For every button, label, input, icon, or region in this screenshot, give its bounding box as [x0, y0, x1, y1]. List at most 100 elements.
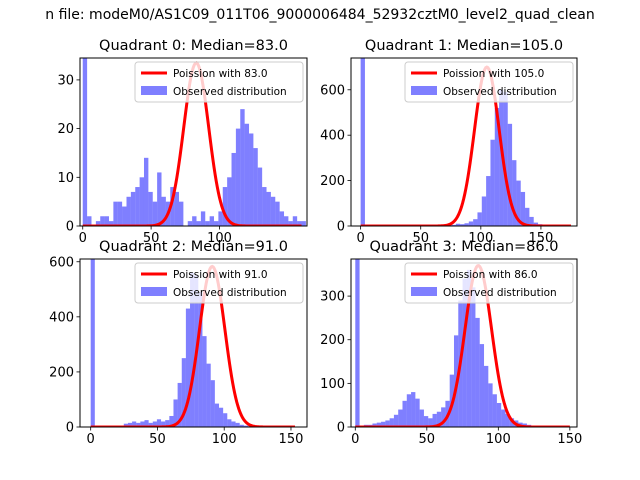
- histogram-bar: [398, 409, 403, 427]
- y-tick-label: 100: [320, 377, 345, 392]
- histogram-bar: [481, 196, 487, 226]
- histogram-bar: [355, 259, 360, 427]
- histogram-bar: [152, 421, 157, 427]
- x-tick-label: 50: [419, 432, 436, 447]
- y-tick-label: 200: [320, 333, 345, 348]
- histogram-bar: [214, 403, 220, 427]
- x-tick-label: 50: [143, 231, 160, 246]
- histogram-bar: [185, 308, 191, 427]
- histogram-bar: [257, 167, 263, 226]
- histogram-bar: [222, 187, 228, 226]
- histogram-bar: [143, 157, 149, 226]
- histogram-bar: [90, 259, 95, 427]
- histogram-bar: [223, 413, 228, 427]
- legend-hist-swatch: [141, 86, 167, 95]
- histogram-bar: [471, 287, 476, 427]
- histogram-bar: [148, 422, 153, 427]
- histogram-bar: [140, 421, 145, 427]
- x-tick-label: 100: [468, 231, 493, 246]
- legend-box-3: [404, 262, 574, 304]
- histogram-bar: [165, 420, 170, 427]
- histogram-bar: [205, 221, 210, 226]
- histogram-bar: [516, 180, 521, 226]
- x-tick-label: 100: [212, 432, 237, 447]
- histogram-bar: [181, 358, 186, 427]
- histogram-bar: [503, 92, 508, 226]
- histogram-bar: [279, 211, 285, 226]
- histogram-bar: [249, 133, 254, 226]
- y-tick-label: 0: [337, 421, 345, 436]
- histogram-bar: [187, 221, 193, 226]
- histogram-bar: [432, 413, 437, 427]
- histogram-bar: [156, 419, 162, 427]
- y-tick-label: 400: [49, 310, 74, 325]
- histogram-bar: [139, 177, 144, 226]
- histogram-bar: [411, 392, 416, 427]
- axes-frame-2: [79, 258, 308, 428]
- legend-hist-label: Observed distribution: [173, 86, 287, 98]
- legend-hist-label: Observed distribution: [443, 86, 557, 98]
- histogram-bar: [423, 416, 429, 427]
- histogram-bar: [209, 216, 215, 226]
- histogram-bar: [227, 177, 232, 226]
- histogram-bar: [460, 224, 465, 226]
- histogram-bar: [244, 123, 250, 226]
- histogram-bar: [157, 172, 162, 226]
- histogram-bar: [490, 139, 495, 226]
- histogram-bar: [227, 419, 232, 427]
- y-tick-label: 10: [57, 171, 74, 186]
- histogram-bar: [270, 196, 276, 226]
- histogram-bar: [402, 400, 407, 427]
- histogram-bar: [301, 221, 306, 226]
- histogram-bar: [441, 407, 446, 427]
- histogram-bar: [148, 191, 153, 226]
- y-tick-label: 0: [337, 220, 345, 235]
- histogram-bar: [360, 58, 365, 226]
- histogram-0: [82, 58, 306, 226]
- x-tick-label: 0: [356, 231, 364, 246]
- histogram-bar: [451, 224, 456, 226]
- histogram-bar: [235, 422, 240, 427]
- y-tick-label: 400: [320, 129, 345, 144]
- histogram-bar: [214, 221, 219, 226]
- histogram-bar: [202, 336, 207, 427]
- histogram-bar: [284, 216, 289, 226]
- histogram-bar: [507, 123, 513, 226]
- histogram-bar: [190, 272, 195, 427]
- histogram-bar: [174, 191, 180, 226]
- legend-box-2: [134, 262, 304, 304]
- histogram-bar: [372, 423, 377, 427]
- histogram-bar: [477, 212, 482, 226]
- histogram-bar: [496, 403, 502, 427]
- figure-suptitle: n file: modeM0/AS1C09_011T06_9000006484_…: [45, 7, 594, 23]
- subplot-title-2: Quadrant 2: Median=91.0: [99, 239, 288, 255]
- histogram-bar: [127, 422, 133, 427]
- histogram-bar: [243, 425, 248, 427]
- histogram-bar: [468, 221, 474, 226]
- x-tick-label: 100: [486, 432, 511, 447]
- histogram-bar: [292, 216, 298, 226]
- y-tick-label: 0: [66, 421, 74, 436]
- legend-box-1: [404, 61, 574, 103]
- histogram-bar: [108, 221, 114, 226]
- histogram-bar: [288, 221, 293, 226]
- histogram-bar: [231, 152, 236, 226]
- x-tick-label: 50: [149, 432, 166, 447]
- histogram-bar: [406, 394, 412, 427]
- histogram-bar: [161, 196, 166, 226]
- histogram-bar: [494, 107, 500, 226]
- histogram-bar: [122, 206, 127, 226]
- histogram-bar: [100, 216, 105, 226]
- histogram-bar: [275, 201, 280, 226]
- histogram-bar: [177, 382, 182, 427]
- legend-fit-label: Poission with 83.0: [173, 68, 268, 80]
- x-tick-label: 150: [557, 432, 582, 447]
- y-tick-label: 200: [49, 365, 74, 380]
- histogram-bar: [253, 148, 258, 226]
- legend-fit-label: Poission with 105.0: [443, 68, 544, 80]
- histogram-bar: [492, 394, 497, 427]
- x-tick-label: 100: [207, 231, 232, 246]
- histogram-bar: [135, 187, 140, 226]
- histogram-bar: [170, 187, 175, 226]
- histogram-bar: [117, 201, 123, 226]
